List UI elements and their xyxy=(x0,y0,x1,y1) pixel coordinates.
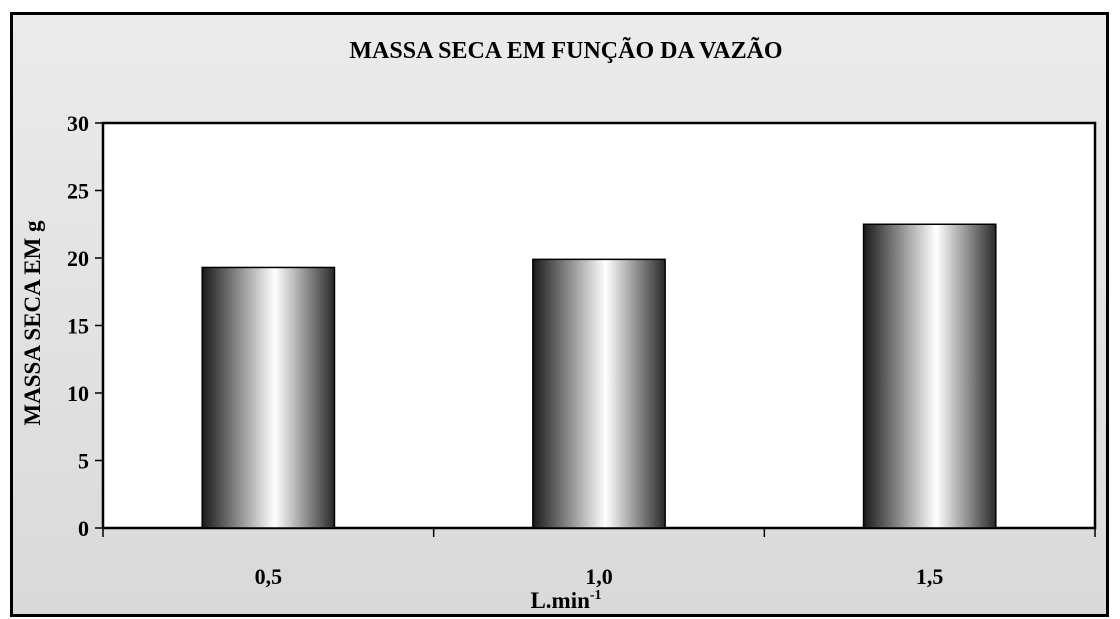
x-tick-label: 1,5 xyxy=(916,564,944,589)
y-tick-label: 5 xyxy=(78,449,89,474)
y-axis-title: MASSA SECA EM g xyxy=(20,220,45,426)
bar-0-5 xyxy=(201,266,336,529)
bar-1-5 xyxy=(862,223,997,529)
x-tick-label: 0,5 xyxy=(255,564,283,589)
y-tick-label: 25 xyxy=(67,179,89,204)
chart-title: MASSA SECA EM FUNÇÃO DA VAZÃO xyxy=(349,38,782,64)
y-axis: 0 5 10 15 20 25 30 xyxy=(67,111,103,541)
y-tick-label: 30 xyxy=(67,111,89,136)
y-tick-label: 15 xyxy=(67,314,89,339)
x-axis-title-main: L.min xyxy=(530,588,590,613)
bars-layer xyxy=(201,223,997,529)
x-axis-title-superscript: -1 xyxy=(590,588,602,603)
x-axis: 0,5 1,0 1,5 xyxy=(102,528,1096,589)
x-axis-title: L.min-1 xyxy=(530,588,601,613)
bar-1-0 xyxy=(532,258,666,529)
x-tick-label: 1,0 xyxy=(585,564,613,589)
y-tick-label: 0 xyxy=(78,516,89,541)
y-tick-label: 20 xyxy=(67,246,89,271)
y-tick-label: 10 xyxy=(67,381,89,406)
